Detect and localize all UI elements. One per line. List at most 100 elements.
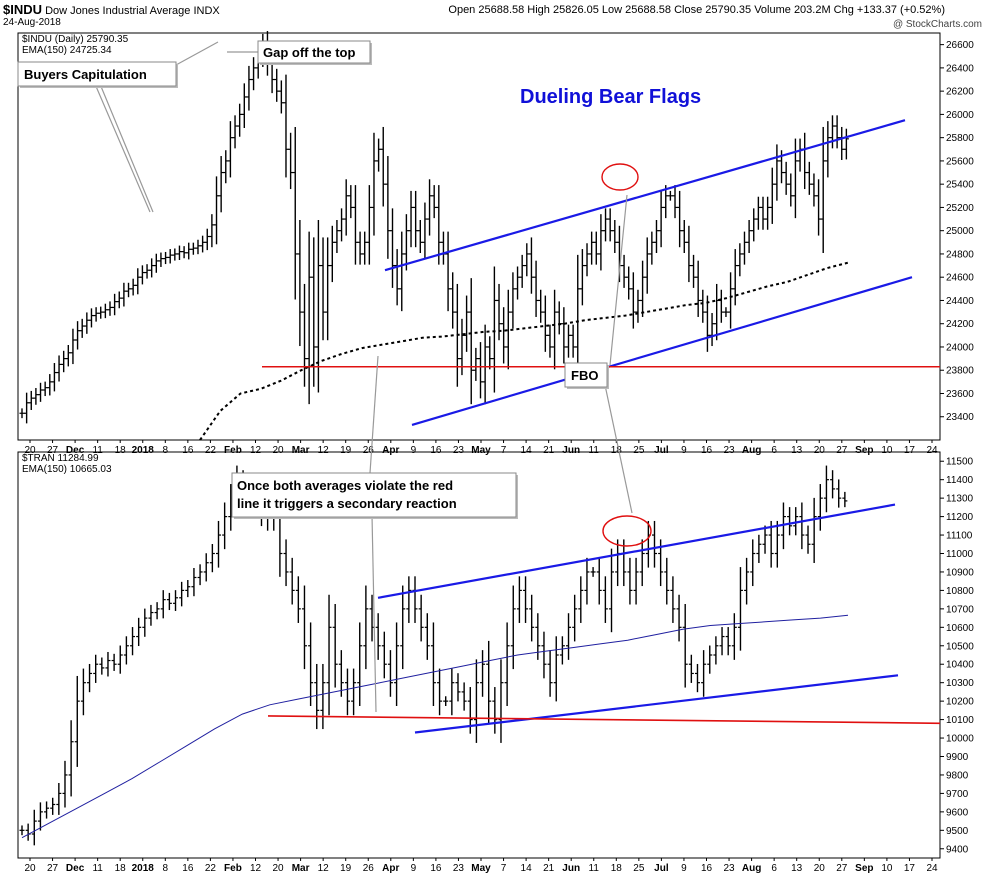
x-tick-label-1: 11 <box>92 863 103 874</box>
x-tick-label-1: Jul <box>654 863 669 874</box>
x-tick-label-1: Aug <box>742 863 761 874</box>
x-tick-label-0: Feb <box>224 445 242 456</box>
x-tick-label-0: Sep <box>855 445 873 456</box>
y-tick-label-0: 25000 <box>946 226 974 237</box>
x-tick-label-1: 10 <box>881 863 893 874</box>
x-tick-label-1: Mar <box>292 863 310 874</box>
y-tick-label-1: 10200 <box>946 697 974 708</box>
y-tick-label-1: 11400 <box>946 475 974 486</box>
series-legend-0: $INDU (Daily) 25790.35 <box>22 34 129 45</box>
x-tick-label-0: 10 <box>881 445 893 456</box>
y-tick-label-0: 24000 <box>946 342 974 353</box>
x-tick-label-0: 26 <box>363 445 375 456</box>
x-tick-label-1: 19 <box>340 863 352 874</box>
callout-fbo-text: FBO <box>571 368 598 383</box>
x-tick-label-0: 16 <box>430 445 442 456</box>
x-tick-label-0: May <box>471 445 491 456</box>
x-tick-label-0: 16 <box>182 445 194 456</box>
x-tick-label-1: 11 <box>589 863 600 874</box>
y-tick-label-1: 10800 <box>946 586 974 597</box>
x-tick-label-1: 23 <box>453 863 465 874</box>
x-tick-label-0: 11 <box>92 445 103 456</box>
x-tick-label-0: 12 <box>250 445 262 456</box>
x-tick-label-0: 23 <box>453 445 465 456</box>
x-tick-label-0: Jun <box>562 445 580 456</box>
x-tick-label-1: 18 <box>115 863 127 874</box>
x-tick-label-0: 18 <box>611 445 623 456</box>
y-tick-label-0: 23400 <box>946 412 974 423</box>
x-tick-label-0: 27 <box>836 445 848 456</box>
x-tick-label-0: 13 <box>791 445 803 456</box>
y-tick-label-0: 25800 <box>946 133 974 144</box>
y-tick-label-0: 24200 <box>946 319 974 330</box>
x-tick-label-1: 2018 <box>132 863 155 874</box>
x-tick-label-1: 27 <box>836 863 848 874</box>
x-tick-label-1: Jun <box>562 863 580 874</box>
x-tick-label-0: Mar <box>292 445 310 456</box>
x-tick-label-0: 8 <box>163 445 169 456</box>
y-tick-label-1: 10500 <box>946 641 974 652</box>
callout-fbo <box>564 362 608 388</box>
y-tick-label-0: 26200 <box>946 87 974 98</box>
x-tick-label-1: Sep <box>855 863 873 874</box>
callout-pointer <box>99 83 154 213</box>
y-tick-label-1: 10600 <box>946 623 974 634</box>
y-tick-label-0: 25400 <box>946 180 974 191</box>
callout-pointer <box>609 194 628 366</box>
chart-header: $INDU Dow Jones Industrial Average INDX … <box>0 0 990 32</box>
x-tick-label-0: 7 <box>501 445 507 456</box>
x-tick-label-1: 12 <box>318 863 330 874</box>
x-tick-label-1: 18 <box>611 863 623 874</box>
callout-buyers-text: Buyers Capitulation <box>24 67 147 82</box>
x-tick-label-0: 12 <box>318 445 330 456</box>
y-tick-label-1: 9500 <box>946 826 969 837</box>
ema-legend-0: EMA(150) 24725.34 <box>22 45 112 56</box>
y-tick-label-1: 11000 <box>946 549 974 560</box>
symbol-name: Dow Jones Industrial Average <box>45 5 191 17</box>
y-tick-label-0: 24600 <box>946 273 974 284</box>
callout-secondary-line2: line it triggers a secondary reaction <box>237 496 457 511</box>
x-tick-label-0: 14 <box>521 445 533 456</box>
y-tick-label-1: 9900 <box>946 752 969 763</box>
x-tick-label-0: 9 <box>411 445 417 456</box>
callout-buyers <box>17 61 177 87</box>
chart-date: 24-Aug-2018 <box>3 17 61 28</box>
y-tick-label-1: 9400 <box>946 844 969 855</box>
fbo-circle-top <box>601 163 639 191</box>
y-tick-label-0: 24400 <box>946 296 974 307</box>
x-tick-label-0: 20 <box>24 445 36 456</box>
y-tick-label-0: 25600 <box>946 156 974 167</box>
callout-pointer <box>175 41 219 66</box>
series-legend-1: $TRAN 11284.99 <box>22 453 99 464</box>
x-tick-label-1: 27 <box>47 863 59 874</box>
x-tick-label-0: 23 <box>723 445 735 456</box>
x-tick-label-1: 24 <box>926 863 938 874</box>
bear-flag-upper-line <box>377 503 896 599</box>
x-tick-label-1: 6 <box>771 863 777 874</box>
x-tick-label-1: May <box>471 863 491 874</box>
x-tick-label-1: 12 <box>250 863 262 874</box>
callout-pointer <box>94 83 151 213</box>
x-tick-label-1: 16 <box>182 863 194 874</box>
y-tick-label-0: 23600 <box>946 389 974 400</box>
y-tick-label-1: 10100 <box>946 715 974 726</box>
chart-title: Dueling Bear Flags <box>520 86 701 108</box>
x-tick-label-0: 2018 <box>132 445 155 456</box>
callout-gap <box>257 40 371 64</box>
brand-watermark: @ StockCharts.com <box>892 19 982 30</box>
callout-secondary <box>231 472 517 518</box>
x-tick-label-1: 16 <box>701 863 713 874</box>
x-tick-label-0: 19 <box>340 445 352 456</box>
x-tick-label-1: 23 <box>723 863 735 874</box>
x-tick-label-1: 14 <box>521 863 533 874</box>
x-tick-label-0: 11 <box>589 445 600 456</box>
x-tick-label-0: Jul <box>654 445 669 456</box>
y-tick-label-1: 11100 <box>946 531 973 542</box>
x-tick-label-1: Feb <box>224 863 242 874</box>
x-tick-label-0: 9 <box>681 445 687 456</box>
x-tick-label-1: 7 <box>501 863 507 874</box>
x-tick-label-0: 18 <box>115 445 127 456</box>
callout-pointer <box>371 514 377 713</box>
x-tick-label-0: 20 <box>814 445 826 456</box>
x-tick-label-0: Apr <box>382 445 399 456</box>
